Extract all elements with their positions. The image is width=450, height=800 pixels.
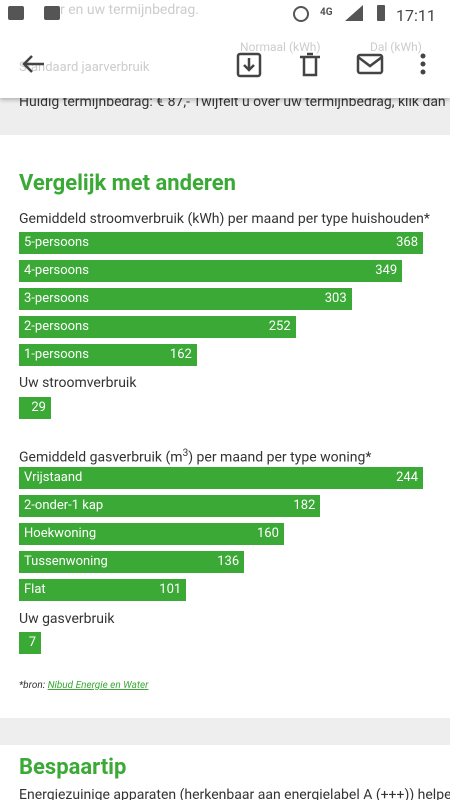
title-sup: 3	[182, 448, 189, 459]
bar-category: 5-persoons	[24, 235, 89, 250]
tip-title: Bespaartip	[19, 755, 127, 780]
section-title: Vergelijk met anderen	[19, 171, 236, 196]
bar-category: 2-onder-1 kap	[24, 498, 104, 513]
bar-value: 162	[169, 347, 192, 362]
bar: 29	[19, 397, 51, 419]
tip-text: Energiezuinige apparaten (herkenbaar aan…	[19, 787, 450, 800]
chart-title: Gemiddeld stroomverbruik (kWh) per maand…	[19, 211, 430, 227]
faded-text: Standaard jaarverbruik	[19, 60, 150, 75]
bar: 5-persoons 368	[19, 232, 423, 254]
bar: Vrijstaand 244	[19, 467, 423, 489]
bar: 1-persoons 162	[19, 344, 197, 366]
bar-category: 2-persoons	[24, 319, 89, 334]
own-label: Uw stroomverbruik	[19, 375, 137, 391]
icons	[8, 5, 426, 78]
faded-text: Normaal (kWh)	[240, 40, 321, 54]
bar-category: Tussenwoning	[24, 554, 108, 569]
own-label: Uw gasverbruik	[19, 611, 115, 627]
menu-icon[interactable]	[420, 53, 426, 75]
faded-text: Dal (kWh)	[370, 40, 422, 54]
bar-value: 29	[31, 400, 46, 415]
bar: 4-persoons 349	[19, 260, 403, 282]
bar-category: 3-persoons	[24, 291, 89, 306]
bar: 2-onder-1 kap 182	[19, 495, 321, 517]
bar-category: Vrijstaand	[24, 470, 83, 485]
bar-value: 349	[375, 263, 398, 278]
bar-value: 244	[396, 470, 418, 485]
bar-value: 101	[159, 582, 182, 597]
clock: 17:11	[396, 6, 436, 25]
bar-value: 303	[324, 291, 347, 306]
notice: Huidig termijnbedrag: € 87,- Twijfelt u …	[19, 94, 446, 110]
bar: Tussenwoning 136	[19, 551, 245, 573]
bar-category: Hoekwoning	[24, 526, 97, 541]
bar-value: 182	[293, 498, 316, 513]
bar: Flat 101	[19, 579, 187, 601]
bar: 7	[19, 632, 41, 654]
toolbar-icons[interactable]	[22, 52, 384, 78]
bar-value: 160	[256, 526, 279, 541]
title-part: Gemiddeld gasverbruik (m	[19, 449, 183, 466]
bar-category: 1-persoons	[24, 347, 89, 362]
tip-card: Bespaartip Energiezuinige apparaten (her…	[0, 745, 450, 800]
bar-value: 252	[268, 319, 291, 334]
compare-card: Vergelijk met anderen Gemiddeld stroomve…	[0, 135, 450, 718]
app-bar: r en uw termijnbedrag. Standaard jaarver…	[0, 0, 450, 98]
bar: 3-persoons 303	[19, 288, 352, 310]
title-part: ) per maand per type woning*	[188, 449, 372, 466]
bar-value: 136	[217, 554, 240, 569]
bar: Hoekwoning 160	[19, 523, 284, 545]
source: *bron: Nibud Energie en Water	[19, 680, 148, 691]
source-link[interactable]: Nibud Energie en Water	[47, 680, 149, 691]
chart-title: Gemiddeld gasverbruik (m3) per maand per…	[19, 448, 371, 466]
network: 4G	[320, 7, 333, 18]
bar-category: 4-persoons	[24, 263, 89, 278]
bar-value: 368	[396, 235, 418, 250]
bar-value: 7	[28, 635, 36, 650]
faded-text: r en uw termijnbedrag.	[60, 2, 199, 18]
status-icons	[8, 5, 385, 22]
source-prefix: *bron:	[19, 680, 46, 691]
bar-category: Flat	[24, 582, 46, 597]
bar: 2-persoons 252	[19, 316, 296, 338]
